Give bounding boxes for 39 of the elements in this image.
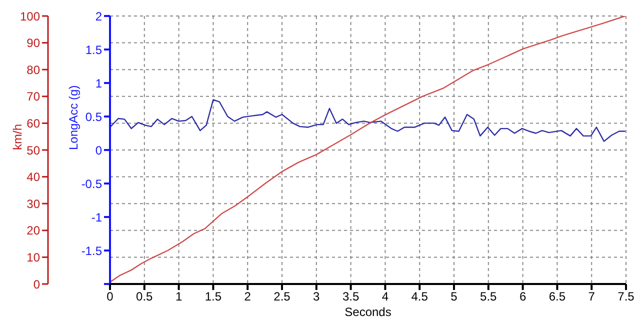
x-tick-label: 1 xyxy=(175,290,182,304)
y2-tick-label: 80 xyxy=(26,62,40,77)
x-tick-label: 1.5 xyxy=(204,290,222,304)
y-tick-label: -0.5 xyxy=(81,176,102,191)
x-tick-label: 5 xyxy=(450,290,458,304)
y-tick-label: 2 xyxy=(95,9,102,24)
y-tick-label: 0 xyxy=(95,143,102,158)
x-tick-label: 6.5 xyxy=(548,290,566,304)
y2-tick-label: 20 xyxy=(26,224,40,238)
y2-tick-label: 100 xyxy=(20,9,40,24)
y2-tick-label: 70 xyxy=(26,90,40,104)
y2-tick-label: 10 xyxy=(26,250,40,264)
y-tick-label: 1 xyxy=(95,76,102,90)
y-tick-label: -1 xyxy=(91,210,102,224)
x-tick-label: 3 xyxy=(313,290,320,304)
x-tick-label: 7 xyxy=(588,290,596,304)
y2-tick-label: 0 xyxy=(33,277,40,292)
x-tick-label: 7.5 xyxy=(618,290,635,304)
x-tick-label: 0 xyxy=(106,290,114,304)
x-tick-label: 0.5 xyxy=(136,290,154,304)
y-tick-label: 1.5 xyxy=(85,42,102,57)
x-tick-label: 2.5 xyxy=(274,290,291,304)
y2-tick-label: 30 xyxy=(26,196,40,211)
y-axis-title: LongAcc (g) xyxy=(66,85,80,150)
y2-tick-label: 40 xyxy=(26,170,40,184)
x-tick-label: 6 xyxy=(519,290,526,304)
x-tick-label: 5.5 xyxy=(480,290,498,304)
y2-tick-label: 90 xyxy=(26,36,40,50)
x-tick-label: 4 xyxy=(382,290,389,304)
line-series xyxy=(110,99,626,142)
y-tick-label: 0.5 xyxy=(85,110,102,124)
x-tick-label: 3.5 xyxy=(342,290,360,304)
x-axis-title: Seconds xyxy=(344,305,392,319)
y2-tick-label: 60 xyxy=(26,116,40,130)
x-tick-label: 2 xyxy=(244,290,252,304)
y2-tick-label: 50 xyxy=(26,143,40,158)
y-tick-label: -1.5 xyxy=(81,244,102,258)
x-tick-label: 4.5 xyxy=(411,290,428,304)
y2-axis-title: km/h xyxy=(10,124,24,150)
